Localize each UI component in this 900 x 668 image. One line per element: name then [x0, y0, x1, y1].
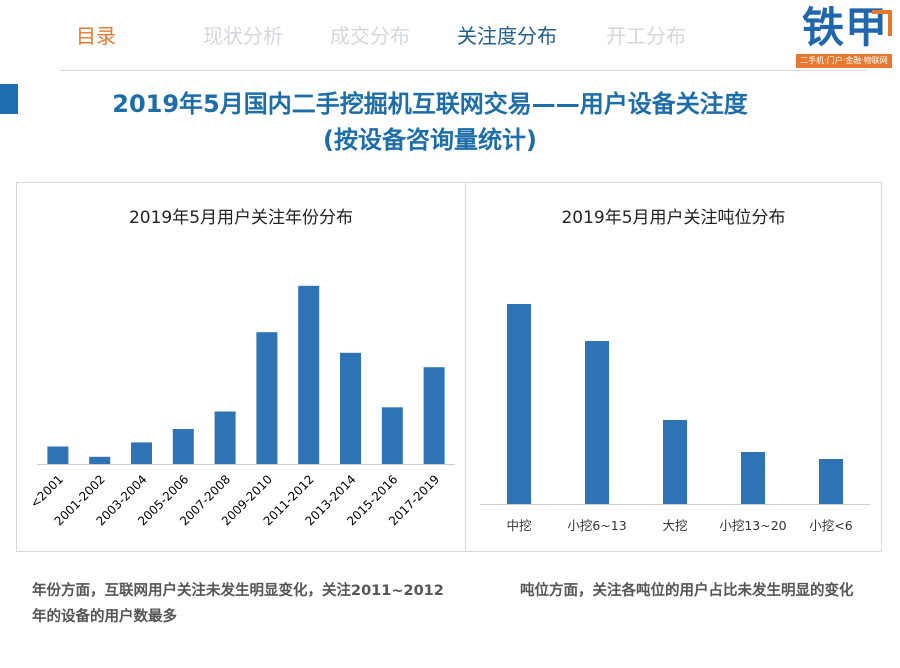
brand-logo: 铁甲 二手机·门户·金融·物联网 [796, 4, 892, 70]
nav-divider [60, 70, 866, 71]
year-chart-title: 2019年5月用户关注年份分布 [128, 208, 354, 228]
bar-2 [131, 442, 152, 464]
bar-7 [340, 352, 361, 464]
tick-label-2: 大挖 [662, 518, 687, 533]
side-accent-bar [0, 84, 18, 114]
top-nav: 目录 现状分析 成交分布 关注度分布 开工分布 铁甲 二手机·门户·金融·物联网 [0, 0, 900, 72]
page-title: 2019年5月国内二手挖掘机互联网交易——用户设备关注度 (按设备咨询量统计) [0, 86, 860, 158]
logo-corner-mark [872, 10, 892, 36]
panel-divider [465, 183, 466, 551]
tonnage-chart-title: 2019年5月用户关注吨位分布 [561, 208, 786, 228]
bar-4 [819, 459, 843, 504]
tonnage-distribution-chart: 中挖 小挖6~13 大挖 小挖13~20 小挖<6 [480, 304, 870, 533]
bar-0 [507, 304, 531, 504]
bar-1 [89, 456, 111, 464]
nav-item-deal-distribution[interactable]: 成交分布 [330, 24, 410, 48]
tonnage-note: 吨位方面，关注各吨位的用户占比未发生明显的变化 [520, 583, 854, 599]
tick-label-4: 小挖<6 [809, 518, 852, 533]
bar-4 [214, 411, 236, 464]
nav-item-operation-distribution[interactable]: 开工分布 [606, 24, 686, 48]
nav-item-attention-distribution[interactable]: 关注度分布 [457, 24, 557, 48]
nav-item-status-analysis[interactable]: 现状分析 [203, 24, 283, 48]
page-title-line1: 2019年5月国内二手挖掘机互联网交易——用户设备关注度 [112, 90, 748, 118]
bar-1 [585, 341, 609, 504]
tick-label-1: 小挖6~13 [567, 518, 626, 533]
year-distribution-chart: <20012001-20022003-20042005-20062007-200… [27, 285, 455, 528]
bar-3 [741, 452, 765, 504]
bar-9 [423, 367, 445, 464]
bar-2 [663, 420, 687, 504]
bar-5 [256, 332, 278, 464]
tick-label-3: 小挖13~20 [719, 518, 786, 533]
page-title-line2: (按设备咨询量统计) [323, 126, 537, 154]
year-note: 年份方面，互联网用户关注未发生明显变化，关注2011~2012年的设备的用户数最… [32, 583, 444, 625]
bar-8 [381, 407, 403, 464]
tick-label-0: <2001 [27, 472, 66, 511]
nav-item-contents[interactable]: 目录 [76, 24, 116, 48]
tick-label-0: 中挖 [506, 518, 531, 533]
bar-3 [172, 429, 194, 464]
bar-6 [298, 285, 320, 464]
bar-0 [47, 446, 69, 464]
charts-panel: 2019年5月用户关注年份分布 <2001 2001-2002 2003-2004 2… [16, 182, 882, 552]
logo-tagline: 二手机·门户·金融·物联网 [796, 54, 892, 68]
